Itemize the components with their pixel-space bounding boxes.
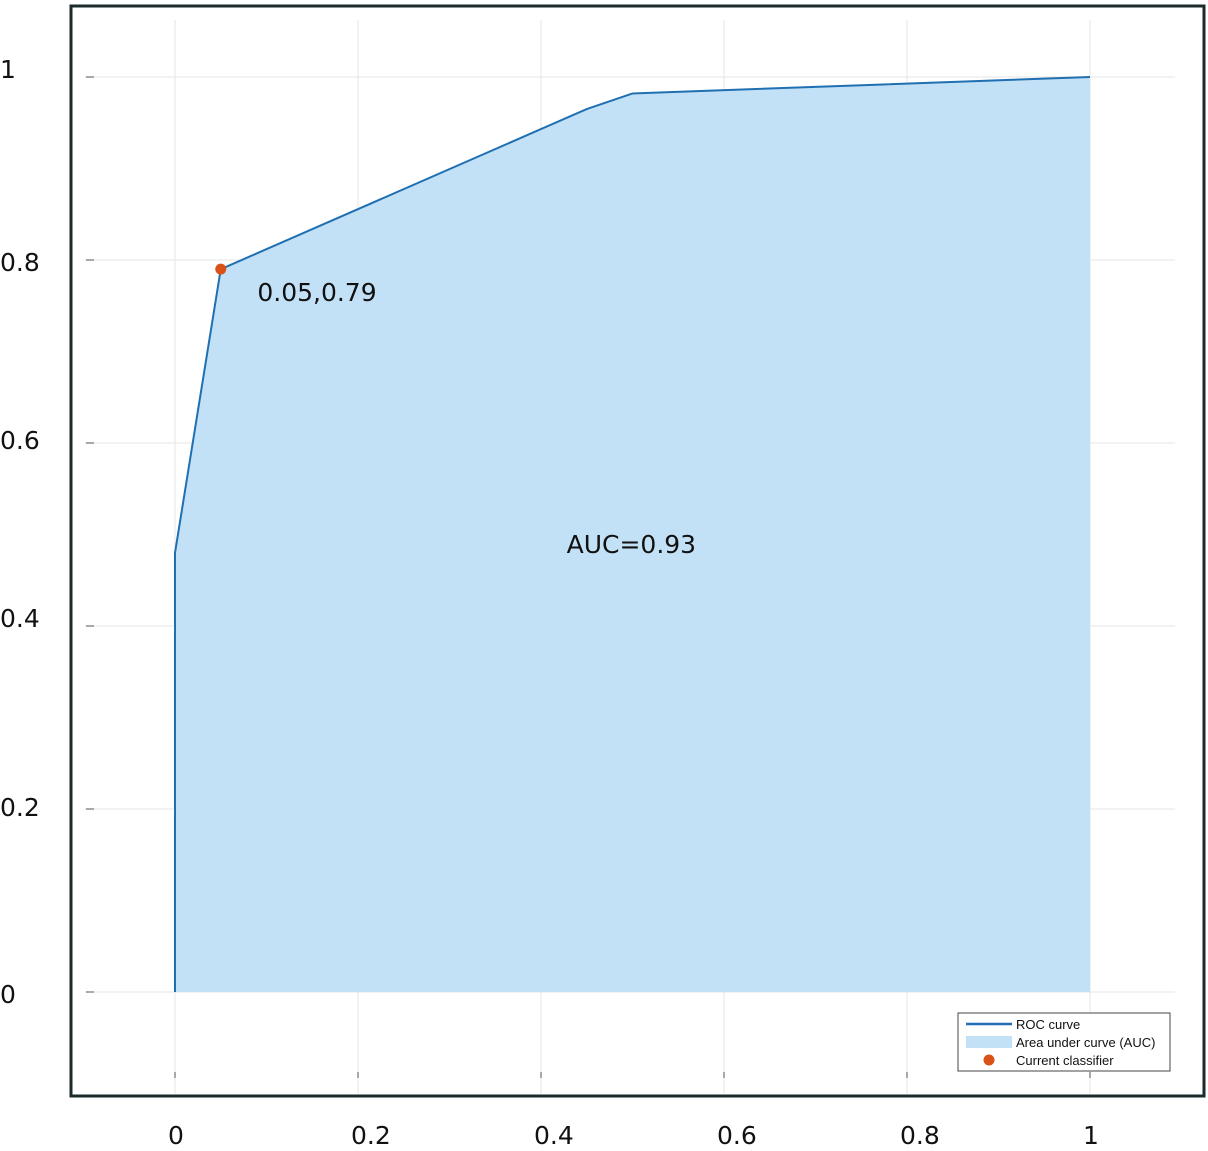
y-tick-label-5: 1	[0, 55, 16, 84]
legend-classifier-label: Current classifier	[1016, 1053, 1114, 1068]
x-tick-label-5: 1	[1083, 1121, 1099, 1150]
current-classifier-point	[215, 263, 227, 275]
roc-curve-line	[174, 76, 1091, 992]
legend-roc-label: ROC curve	[1016, 1017, 1080, 1032]
auc-area	[175, 77, 1090, 992]
y-tick-label-0: 0	[0, 980, 16, 1009]
legend-auc-label: Area under curve (AUC)	[1016, 1035, 1155, 1050]
legend-classifier-swatch	[983, 1054, 995, 1066]
marker-group	[215, 263, 227, 275]
x-tick-label-4: 0.8	[900, 1121, 940, 1150]
x-tick-label-1: 0.2	[351, 1121, 391, 1150]
y-tick-label-4: 0.8	[0, 248, 40, 277]
x-tick-label-3: 0.6	[717, 1121, 757, 1150]
roc-line-group	[174, 76, 1091, 992]
legend-auc-swatch	[966, 1036, 1012, 1048]
annotations-group: 0.05,0.79 AUC=0.93	[257, 278, 696, 559]
x-tick-label-2: 0.4	[534, 1121, 574, 1150]
y-tick-label-1: 0.2	[0, 793, 40, 822]
x-tick-label-0: 0	[168, 1121, 184, 1150]
y-tick-label-2: 0.4	[0, 604, 40, 633]
auc-area-group	[175, 77, 1090, 992]
y-tick-label-3: 0.6	[0, 426, 40, 455]
annotation-1: AUC=0.93	[567, 530, 696, 559]
legend: ROC curve Area under curve (AUC) Current…	[957, 1012, 1171, 1072]
annotation-0: 0.05,0.79	[257, 278, 376, 307]
ticks-group: 0 0.2 0.4 0.6 0.8 1 0 0.2 0.4 0.6 0.8 1	[0, 55, 1099, 1150]
